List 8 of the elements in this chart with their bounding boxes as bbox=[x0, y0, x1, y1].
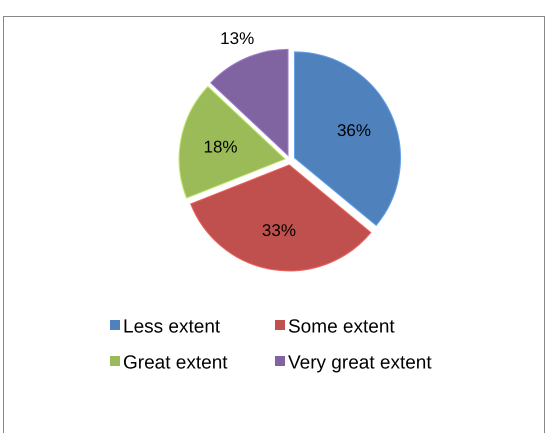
legend-label: Very great extent bbox=[288, 352, 432, 374]
legend-label: Less extent bbox=[123, 316, 221, 338]
data-label: 13% bbox=[220, 28, 254, 48]
data-label: 18% bbox=[204, 138, 238, 157]
data-label: 36% bbox=[336, 120, 372, 140]
data-label: 33% bbox=[262, 220, 296, 240]
legend-label: Some extent bbox=[288, 316, 396, 338]
legend-label: Great extent bbox=[123, 352, 228, 374]
